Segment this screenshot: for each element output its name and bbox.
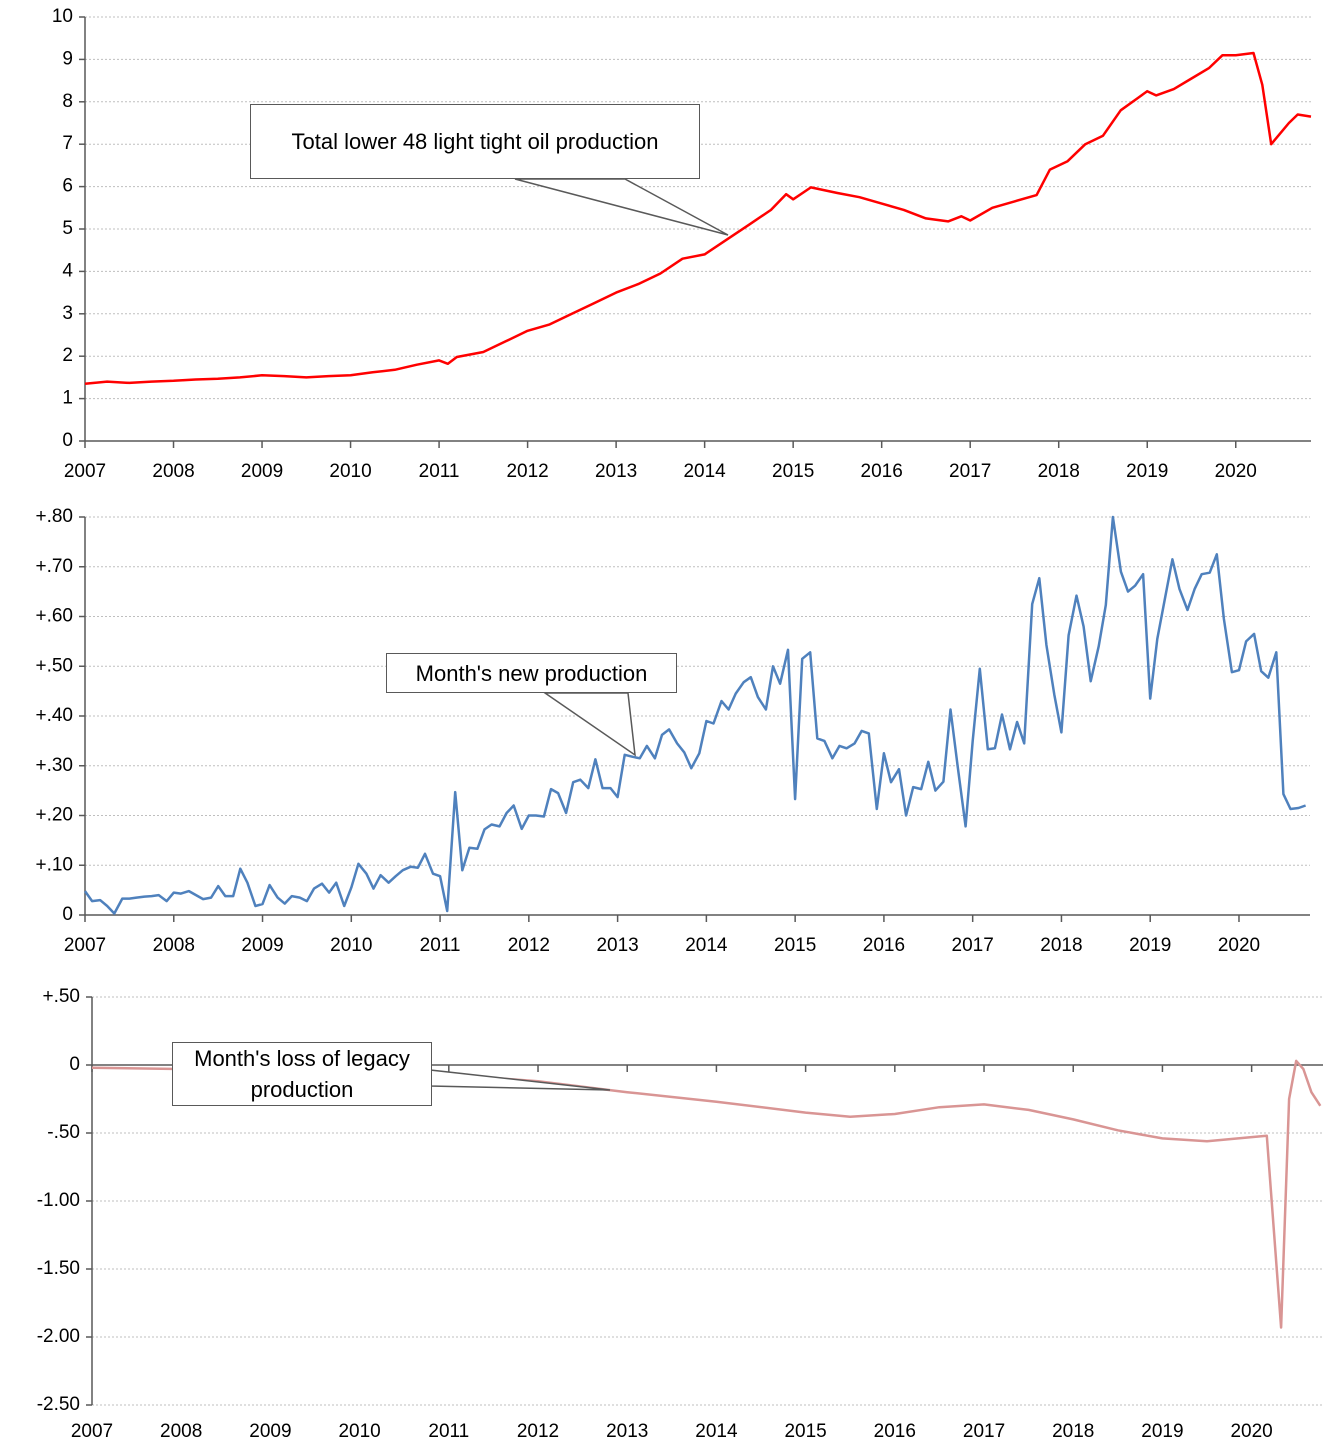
x-tick-label: 2014 bbox=[683, 461, 726, 482]
x-tick-label: 2010 bbox=[338, 1421, 380, 1442]
x-tick-label: 2017 bbox=[963, 1421, 1005, 1442]
y-tick-label: 0 bbox=[69, 1054, 80, 1075]
y-tick-label: +.10 bbox=[35, 854, 73, 875]
x-tick-label: 2008 bbox=[153, 935, 195, 956]
y-tick-label: 3 bbox=[62, 303, 73, 324]
x-tick-label: 2019 bbox=[1129, 935, 1171, 956]
data-line bbox=[83, 515, 1307, 915]
x-tick-label: 2009 bbox=[249, 1421, 291, 1442]
x-tick-label: 2017 bbox=[952, 935, 994, 956]
y-tick-label: +.30 bbox=[35, 755, 73, 776]
y-tick-label: +.20 bbox=[35, 805, 73, 826]
y-tick-label: 0 bbox=[62, 904, 73, 925]
x-tick-label: 2011 bbox=[420, 935, 461, 956]
x-tick-label: 2009 bbox=[241, 461, 283, 482]
y-tick-label: 5 bbox=[62, 218, 73, 239]
y-tick-label: 4 bbox=[62, 260, 73, 281]
x-tick-label: 2011 bbox=[419, 461, 460, 482]
x-tick-label: 2018 bbox=[1038, 461, 1080, 482]
x-tick-label: 2019 bbox=[1126, 461, 1168, 482]
annotation: Total lower 48 light tight oil productio… bbox=[250, 104, 700, 179]
y-tick-label: 0 bbox=[62, 430, 73, 451]
x-tick-label: 2018 bbox=[1052, 1421, 1094, 1442]
callout-pointer bbox=[514, 178, 729, 236]
y-tick-label: 10 bbox=[52, 6, 73, 27]
x-tick-label: 2007 bbox=[71, 1421, 113, 1442]
y-tick-label: -.50 bbox=[47, 1122, 80, 1143]
x-tick-label: 2012 bbox=[506, 461, 548, 482]
x-tick-label: 2013 bbox=[606, 1421, 648, 1442]
y-tick-label: -1.00 bbox=[37, 1190, 80, 1211]
x-tick-label: 2015 bbox=[772, 461, 814, 482]
x-tick-label: 2015 bbox=[774, 935, 816, 956]
y-tick-label: +.50 bbox=[35, 655, 73, 676]
x-tick-label: 2017 bbox=[949, 461, 991, 482]
x-tick-label: 2016 bbox=[863, 935, 905, 956]
y-tick-label: -2.50 bbox=[37, 1394, 80, 1415]
x-tick-label: 2013 bbox=[596, 935, 638, 956]
x-tick-label: 2020 bbox=[1230, 1421, 1272, 1442]
y-tick-label: 8 bbox=[62, 91, 73, 112]
x-tick-label: 2019 bbox=[1141, 1421, 1183, 1442]
x-tick-label: 2015 bbox=[784, 1421, 826, 1442]
x-tick-label: 2016 bbox=[874, 1421, 916, 1442]
x-tick-label: 2007 bbox=[64, 935, 106, 956]
x-tick-label: 2020 bbox=[1215, 461, 1257, 482]
x-tick-label: 2010 bbox=[330, 935, 372, 956]
y-tick-label: -1.50 bbox=[37, 1258, 80, 1279]
y-tick-label: +.60 bbox=[35, 606, 73, 627]
x-tick-label: 2011 bbox=[428, 1421, 469, 1442]
x-tick-label: 2012 bbox=[517, 1421, 559, 1442]
y-tick-label: +.80 bbox=[35, 506, 73, 527]
x-tick-label: 2009 bbox=[241, 935, 283, 956]
y-tick-label: 2 bbox=[62, 345, 73, 366]
x-tick-label: 2020 bbox=[1218, 935, 1260, 956]
x-tick-label: 2018 bbox=[1040, 935, 1082, 956]
x-tick-label: 2014 bbox=[695, 1421, 738, 1442]
y-tick-label: +.70 bbox=[35, 556, 73, 577]
y-tick-label: -2.00 bbox=[37, 1326, 80, 1347]
x-tick-label: 2016 bbox=[861, 461, 903, 482]
x-tick-label: 2008 bbox=[152, 461, 194, 482]
y-tick-label: 9 bbox=[62, 48, 73, 69]
y-tick-label: 7 bbox=[62, 133, 73, 154]
annotation: Month's new production bbox=[386, 653, 677, 693]
x-tick-label: 2008 bbox=[160, 1421, 202, 1442]
y-tick-label: +.40 bbox=[35, 705, 73, 726]
y-tick-label: +.50 bbox=[42, 986, 80, 1007]
x-tick-label: 2010 bbox=[329, 461, 371, 482]
x-tick-label: 2014 bbox=[685, 935, 728, 956]
y-tick-label: 6 bbox=[62, 176, 73, 197]
annotation: Month's loss of legacy production bbox=[172, 1042, 432, 1106]
x-tick-label: 2013 bbox=[595, 461, 637, 482]
data-line bbox=[84, 51, 1312, 386]
x-tick-label: 2012 bbox=[508, 935, 550, 956]
y-tick-label: 1 bbox=[62, 388, 73, 409]
x-tick-label: 2007 bbox=[64, 461, 106, 482]
callout-pointer bbox=[542, 692, 636, 757]
callout-pointer bbox=[429, 1069, 611, 1091]
